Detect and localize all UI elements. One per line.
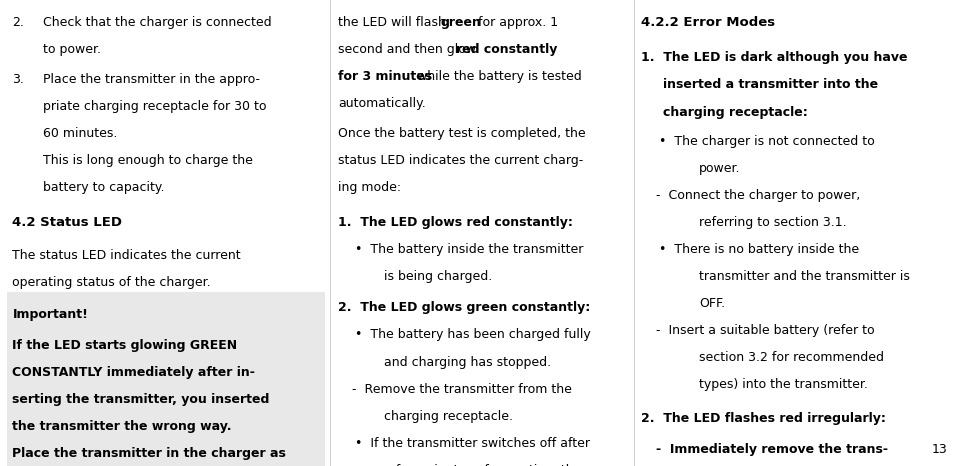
Text: This is long enough to charge the: This is long enough to charge the [43,154,253,167]
Text: charging receptacle:: charging receptacle: [663,105,808,118]
Text: 1.  The LED glows red constantly:: 1. The LED glows red constantly: [338,216,573,229]
Text: •  The charger is not connected to: • The charger is not connected to [659,135,875,148]
Text: •  The battery inside the transmitter: • The battery inside the transmitter [355,243,584,256]
Text: the transmitter the wrong way.: the transmitter the wrong way. [12,420,232,433]
Text: 13: 13 [932,443,948,456]
Text: transmitter and the transmitter is: transmitter and the transmitter is [699,270,910,283]
Text: status LED indicates the current charg-: status LED indicates the current charg- [338,154,583,167]
Text: 60 minutes.: 60 minutes. [43,127,117,140]
Text: CONSTANTLY immediately after in-: CONSTANTLY immediately after in- [12,366,255,379]
Text: charging receptacle.: charging receptacle. [384,410,513,423]
Text: 3.: 3. [12,73,24,86]
Text: to power.: to power. [43,43,101,56]
Text: Place the transmitter in the appro-: Place the transmitter in the appro- [43,73,260,86]
Text: red constantly: red constantly [455,43,557,56]
Text: Important!: Important! [12,308,88,321]
Text: priate charging receptacle for 30 to: priate charging receptacle for 30 to [43,100,267,113]
Text: for 3 minutes: for 3 minutes [338,70,432,83]
Text: automatically.: automatically. [338,97,425,110]
Text: -  Insert a suitable battery (refer to: - Insert a suitable battery (refer to [656,324,875,337]
Text: -  Connect the charger to power,: - Connect the charger to power, [656,189,860,202]
Text: Check that the charger is connected: Check that the charger is connected [43,16,272,29]
Text: a few minutes of operation, the: a few minutes of operation, the [384,464,582,466]
Text: is being charged.: is being charged. [384,270,492,283]
Text: operating status of the charger.: operating status of the charger. [12,276,211,289]
Text: •  The battery has been charged fully: • The battery has been charged fully [355,329,591,342]
Text: second and then glow: second and then glow [338,43,480,56]
Text: inserted a transmitter into the: inserted a transmitter into the [663,78,878,91]
Text: battery to capacity.: battery to capacity. [43,181,165,194]
Text: while the battery is tested: while the battery is tested [413,70,582,83]
Text: for approx. 1: for approx. 1 [473,16,558,29]
Text: the LED will flash: the LED will flash [338,16,450,29]
Text: The status LED indicates the current: The status LED indicates the current [12,249,241,262]
Text: 2.: 2. [12,16,24,29]
Text: If the LED starts glowing GREEN: If the LED starts glowing GREEN [12,339,238,352]
Text: OFF.: OFF. [699,297,725,310]
Text: -  Remove the transmitter from the: - Remove the transmitter from the [352,383,572,396]
Text: 4.2 Status LED: 4.2 Status LED [12,216,123,229]
Text: 4.2.2 Error Modes: 4.2.2 Error Modes [641,16,776,29]
Text: ing mode:: ing mode: [338,181,401,194]
Text: 2.  The LED flashes red irregularly:: 2. The LED flashes red irregularly: [641,412,886,425]
Text: 1.  The LED is dark although you have: 1. The LED is dark although you have [641,51,908,64]
Text: and charging has stopped.: and charging has stopped. [384,356,551,369]
Text: serting the transmitter, you inserted: serting the transmitter, you inserted [12,393,270,406]
Text: referring to section 3.1.: referring to section 3.1. [699,216,847,229]
Text: -  Immediately remove the trans-: - Immediately remove the trans- [656,443,888,456]
Text: power.: power. [699,162,740,175]
Text: green: green [440,16,481,29]
Text: Once the battery test is completed, the: Once the battery test is completed, the [338,127,586,140]
Text: section 3.2 for recommended: section 3.2 for recommended [699,351,884,364]
Text: types) into the transmitter.: types) into the transmitter. [699,378,868,391]
FancyBboxPatch shape [7,292,325,466]
Text: •  If the transmitter switches off after: • If the transmitter switches off after [355,437,590,450]
Text: Place the transmitter in the charger as: Place the transmitter in the charger as [12,447,286,460]
Text: •  There is no battery inside the: • There is no battery inside the [659,243,858,256]
Text: 2.  The LED glows green constantly:: 2. The LED glows green constantly: [338,302,590,315]
